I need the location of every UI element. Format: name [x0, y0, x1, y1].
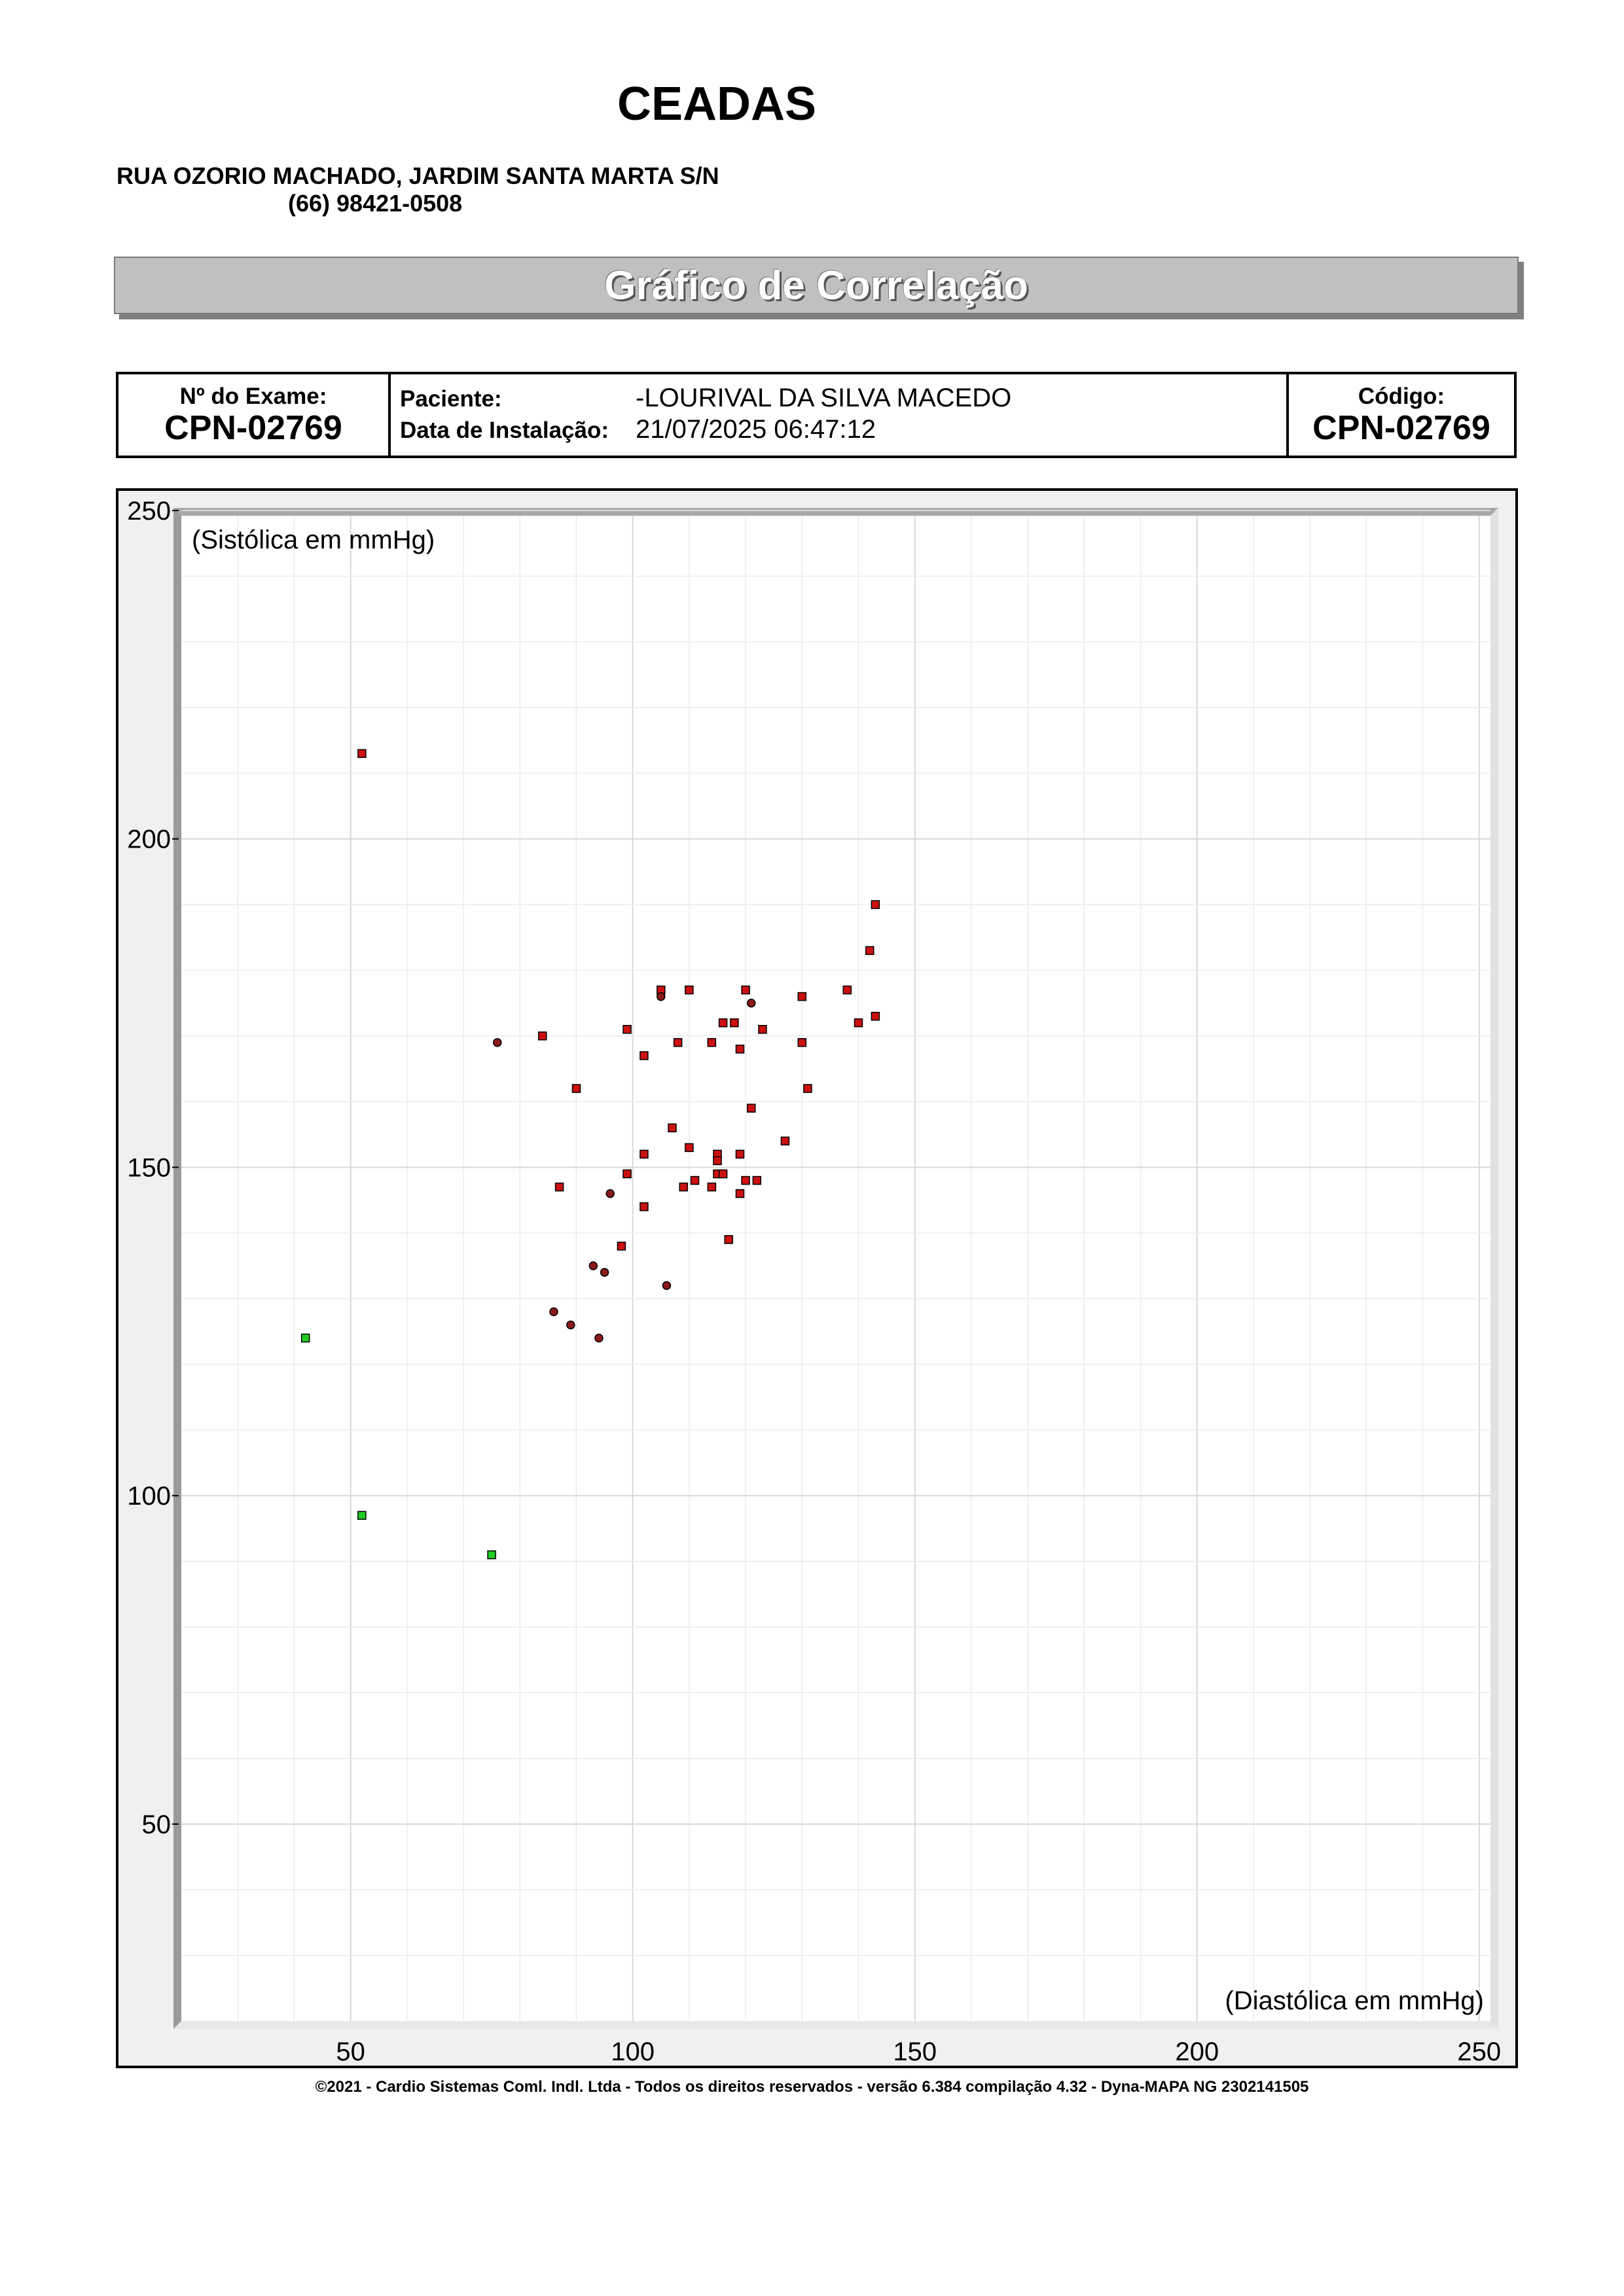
data-point — [707, 1038, 717, 1047]
y-tick-label: 200 — [127, 825, 171, 854]
code-cell: Código: CPN-02769 — [1289, 374, 1514, 456]
data-point — [780, 1136, 790, 1146]
data-point — [300, 1333, 310, 1343]
data-point — [617, 1242, 626, 1251]
data-point — [842, 985, 852, 995]
data-point — [797, 1038, 807, 1047]
data-point — [594, 1333, 604, 1343]
y-axis-label: (Sistólica em mmHg) — [192, 526, 435, 554]
exam-number-value: CPN-02769 — [164, 409, 342, 447]
x-tick-label: 50 — [336, 2037, 365, 2066]
data-point — [718, 1169, 728, 1179]
data-point — [640, 1149, 649, 1159]
data-point — [357, 749, 367, 759]
data-point — [690, 1175, 700, 1185]
title-bar: Gráfico de Correlação — [114, 257, 1519, 314]
clinic-address: RUA OZORIO MACHADO, JARDIM SANTA MARTA S… — [117, 162, 719, 189]
data-point — [685, 985, 694, 995]
clinic-name: CEADAS — [617, 78, 817, 130]
data-point — [718, 1018, 728, 1028]
data-point — [741, 1175, 750, 1185]
data-point — [865, 946, 875, 956]
data-point — [600, 1268, 609, 1277]
data-point — [713, 1156, 722, 1166]
x-tick-label: 100 — [611, 2037, 655, 2066]
page-title: Gráfico de Correlação — [604, 262, 1028, 308]
clinic-phone: (66) 98421-0508 — [288, 190, 463, 217]
data-point — [797, 992, 807, 1001]
bevel-left — [173, 508, 181, 2029]
install-date-label: Data de Instalação: — [400, 418, 609, 443]
data-point — [640, 1202, 649, 1211]
data-point — [668, 1123, 677, 1133]
x-tick-label: 200 — [1175, 2037, 1219, 2066]
exam-number-label: Nº do Exame: — [179, 384, 327, 409]
data-point — [735, 1149, 745, 1159]
data-point — [640, 1051, 649, 1060]
y-tick-label: 250 — [127, 497, 171, 526]
y-tick-label: 100 — [127, 1482, 171, 1511]
data-point — [854, 1018, 863, 1028]
exam-info-box: Nº do Exame: CPN-02769 Paciente: -LOURIV… — [116, 372, 1517, 458]
code-label: Código: — [1358, 384, 1445, 409]
data-point — [803, 1084, 812, 1093]
patient-label: Paciente: — [400, 386, 502, 412]
data-point — [871, 1011, 880, 1021]
data-point — [537, 1031, 547, 1041]
data-point — [657, 992, 666, 1001]
data-point — [554, 1182, 564, 1192]
data-point — [685, 1143, 694, 1153]
grid-layer — [181, 510, 1490, 2021]
bevel-right — [1490, 508, 1498, 2029]
y-tick-label: 50 — [142, 1810, 171, 1839]
bevel-bottom — [173, 2021, 1498, 2029]
data-point — [673, 1038, 683, 1047]
data-point — [549, 1307, 558, 1316]
x-tick-label: 250 — [1457, 2037, 1501, 2066]
x-axis-label: (Diastólica em mmHg) — [1225, 1986, 1484, 2015]
data-point — [871, 900, 880, 909]
data-point — [566, 1320, 575, 1330]
bevel-top — [173, 508, 1498, 516]
patient-name: -LOURIVAL DA SILVA MACEDO — [636, 384, 1012, 412]
code-value: CPN-02769 — [1312, 409, 1490, 447]
data-point — [357, 1511, 367, 1520]
data-point — [735, 1189, 745, 1198]
data-point — [746, 1103, 756, 1113]
correlation-scatter-chart: 50 100 150 200 250 50 100 150 200 250 (Sistólica … — [118, 491, 1515, 2066]
x-tick-label: 150 — [893, 2037, 937, 2066]
chart-frame: 50 100 150 200 250 50 100 150 200 250 (Sistólica … — [116, 488, 1518, 2068]
exam-number-cell: Nº do Exame: CPN-02769 — [118, 374, 391, 456]
data-point — [623, 1024, 632, 1034]
data-point — [735, 1045, 745, 1054]
footer-copyright: ©2021 - Cardio Sistemas Coml. Indl. Ltda… — [315, 2078, 1309, 2096]
plot-area — [181, 516, 1490, 2021]
data-point — [588, 1261, 598, 1270]
data-point — [493, 1038, 502, 1047]
data-point — [724, 1235, 733, 1244]
data-point — [741, 985, 750, 995]
y-tick-label: 150 — [127, 1153, 171, 1182]
data-point — [752, 1175, 762, 1185]
data-point — [571, 1084, 581, 1093]
points-layer — [300, 749, 880, 1560]
data-point — [662, 1281, 672, 1290]
data-point — [679, 1182, 688, 1192]
data-point — [746, 998, 756, 1008]
data-point — [487, 1550, 496, 1560]
data-point — [758, 1024, 767, 1034]
patient-cell: Paciente: -LOURIVAL DA SILVA MACEDO Data… — [391, 374, 1289, 456]
data-point — [707, 1182, 717, 1192]
axis-layer: 50 100 150 200 250 50 100 150 200 250 — [127, 497, 1501, 2066]
install-date-value: 21/07/2025 06:47:12 — [636, 415, 876, 444]
data-point — [730, 1018, 739, 1028]
data-point — [623, 1169, 632, 1179]
data-point — [605, 1189, 615, 1198]
